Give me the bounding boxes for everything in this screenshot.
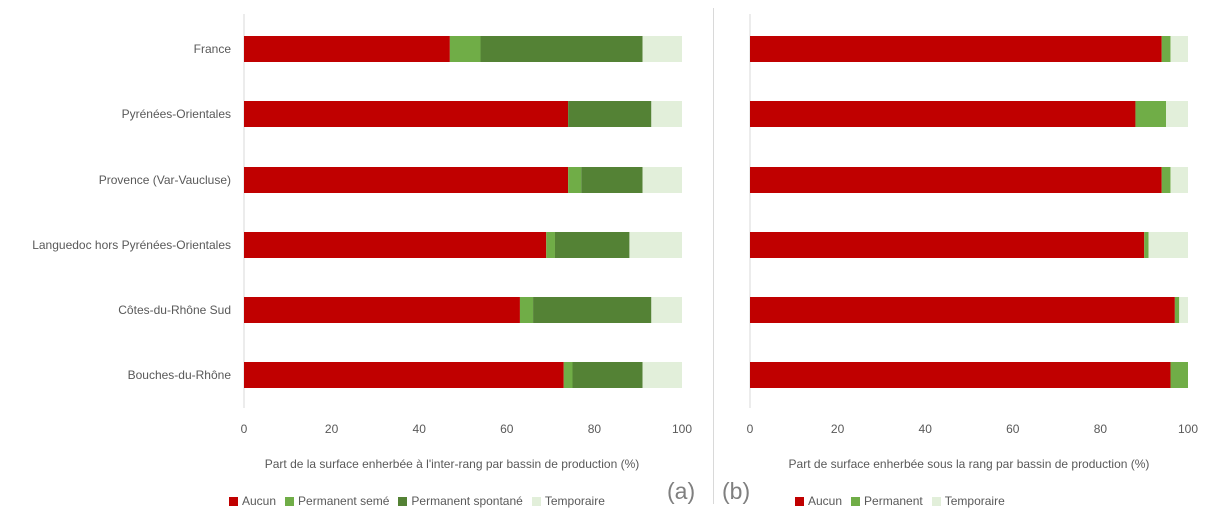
bar-segment bbox=[1170, 362, 1188, 388]
bar-segment bbox=[1161, 36, 1171, 62]
panel-divider bbox=[713, 8, 714, 504]
legend-swatch bbox=[531, 496, 541, 506]
x-tick-label: 40 bbox=[919, 422, 933, 436]
x-tick-label: 0 bbox=[241, 422, 248, 436]
legend-swatch bbox=[398, 496, 408, 506]
bar-segment bbox=[1135, 101, 1167, 127]
bar-segment bbox=[750, 362, 1171, 388]
bar-segment bbox=[750, 297, 1175, 323]
bar-segment bbox=[651, 297, 682, 323]
category-label: Languedoc hors Pyrénées-Orientales bbox=[32, 238, 231, 252]
bar-segment bbox=[519, 297, 534, 323]
legend-item: Permanent spontané bbox=[398, 494, 523, 508]
bar-segment bbox=[480, 36, 643, 62]
category-label: France bbox=[194, 42, 232, 56]
x-tick-label: 40 bbox=[413, 422, 427, 436]
legend-label: Aucun bbox=[808, 494, 843, 508]
category-label: Côtes-du-Rhône Sud bbox=[118, 303, 231, 317]
chart-b: 0 20 40 60 80 100 Part de surface enherbée sou… bbox=[747, 14, 1198, 471]
bar-segment bbox=[581, 167, 643, 193]
category-label: Bouches-du-Rhône bbox=[128, 368, 232, 382]
legend-swatch bbox=[285, 496, 295, 506]
legend-label: Permanent spontané bbox=[411, 494, 523, 508]
bar-segment bbox=[546, 232, 555, 258]
x-axis-title: Part de la surface enherbée à l'inter-ra… bbox=[265, 457, 640, 471]
bar-segment bbox=[244, 101, 569, 127]
legend-item: Temporaire bbox=[531, 494, 605, 508]
legend-label: Temporaire bbox=[944, 494, 1005, 508]
bar-segment bbox=[750, 167, 1162, 193]
x-tick-label: 100 bbox=[672, 422, 692, 436]
chart-a: France Pyrénées-Orientales Provence (Var-V… bbox=[32, 14, 692, 471]
bar-segment bbox=[1166, 101, 1188, 127]
legend-item: Aucun bbox=[795, 494, 842, 508]
bar-segment bbox=[568, 167, 582, 193]
bar-segment bbox=[244, 167, 569, 193]
panel-label-a: (a) bbox=[667, 478, 696, 504]
bar-segment bbox=[651, 101, 682, 127]
legend-swatch bbox=[851, 496, 861, 506]
legend-item: Temporaire bbox=[931, 494, 1005, 508]
legend-chart-b: Aucun Permanent Temporaire bbox=[795, 494, 1014, 508]
legend-label: Temporaire bbox=[544, 494, 605, 508]
bar-segment bbox=[1174, 297, 1180, 323]
bar-segment bbox=[1170, 167, 1188, 193]
legend-item: Permanent bbox=[851, 494, 923, 508]
bar-segment bbox=[642, 167, 682, 193]
bar-segment bbox=[750, 36, 1162, 62]
legend-chart-a: Aucun Permanent semé Permanent spontané Tem… bbox=[229, 494, 614, 508]
bar-segment bbox=[750, 232, 1145, 258]
x-tick-label: 0 bbox=[747, 422, 754, 436]
legend-swatch bbox=[931, 496, 941, 506]
x-tick-label: 20 bbox=[831, 422, 845, 436]
legend-item: Permanent semé bbox=[285, 494, 389, 508]
bar-segment bbox=[554, 232, 630, 258]
bar-segment bbox=[750, 101, 1136, 127]
bar-segment bbox=[244, 362, 564, 388]
x-tick-label: 80 bbox=[588, 422, 602, 436]
x-axis-title: Part de surface enherbée sous la rang pa… bbox=[789, 457, 1150, 471]
bar-segment bbox=[1179, 297, 1188, 323]
x-tick-label: 20 bbox=[325, 422, 339, 436]
legend-label: Aucun bbox=[242, 494, 277, 508]
legend-label: Permanent bbox=[864, 494, 923, 508]
legend-label: Permanent semé bbox=[298, 494, 390, 508]
category-label: Provence (Var-Vaucluse) bbox=[99, 173, 231, 187]
bar-segment bbox=[568, 101, 652, 127]
x-tick-label: 100 bbox=[1178, 422, 1198, 436]
legend-swatch bbox=[229, 496, 238, 506]
bar-segment bbox=[244, 297, 520, 323]
legend-item: Aucun bbox=[229, 494, 276, 508]
bar-segment bbox=[244, 232, 547, 258]
bar-segment bbox=[642, 362, 682, 388]
x-tick-label: 80 bbox=[1094, 422, 1108, 436]
bar-segment bbox=[244, 36, 450, 62]
panel-label-b: (b) bbox=[722, 478, 751, 504]
category-label: Pyrénées-Orientales bbox=[122, 107, 231, 121]
bar-segment bbox=[533, 297, 652, 323]
bar-segment bbox=[1144, 232, 1149, 258]
bar-segment bbox=[1170, 36, 1188, 62]
x-tick-label: 60 bbox=[500, 422, 514, 436]
bar-segment bbox=[449, 36, 481, 62]
bar-segment bbox=[1161, 167, 1171, 193]
bar-segment bbox=[1148, 232, 1188, 258]
legend-swatch bbox=[795, 496, 804, 506]
bar-segment bbox=[563, 362, 573, 388]
bar-segment bbox=[642, 36, 682, 62]
x-tick-label: 60 bbox=[1006, 422, 1020, 436]
bar-segment bbox=[629, 232, 682, 258]
bar-segment bbox=[572, 362, 643, 388]
